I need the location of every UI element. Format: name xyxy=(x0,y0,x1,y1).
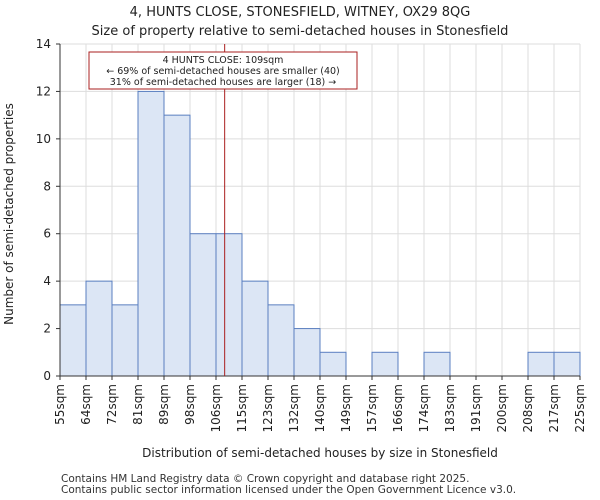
histogram-bar xyxy=(163,114,191,377)
histogram-bar xyxy=(137,90,165,377)
footer-line-2: Contains public sector information licen… xyxy=(61,484,517,496)
x-tick-label: 157sqm xyxy=(365,384,379,432)
annotation-line: 4 HUNTS CLOSE: 109sqm xyxy=(163,55,284,66)
chart-subtitle: Size of property relative to semi-detach… xyxy=(91,24,509,39)
x-tick-label: 225sqm xyxy=(573,384,587,432)
histogram-bar xyxy=(241,280,269,377)
histogram-bar xyxy=(85,280,113,377)
histogram-bar xyxy=(423,351,451,377)
histogram-bar xyxy=(371,351,399,377)
axes: 0 2 4 6 8 10 12 14 55sqm 64sqm 72sqm 81sqm 89sqm 98sq… xyxy=(36,37,587,432)
histogram-bar xyxy=(319,351,347,377)
bars xyxy=(59,90,581,377)
histogram-bar xyxy=(215,233,243,377)
y-tick-label: 6 xyxy=(43,227,51,241)
histogram-bar xyxy=(293,328,321,377)
y-tick-label: 10 xyxy=(36,132,51,146)
x-tick-label: 149sqm xyxy=(339,384,353,432)
footer-line-1: Contains HM Land Registry data © Crown c… xyxy=(61,473,470,485)
y-axis-label: Number of semi-detached properties xyxy=(2,103,16,325)
x-tick-label: 64sqm xyxy=(79,384,93,425)
histogram-bar xyxy=(111,304,139,377)
y-tick-label: 0 xyxy=(43,369,51,383)
annotation-box xyxy=(88,51,358,90)
grid-lines xyxy=(59,43,581,377)
histogram-bar xyxy=(59,304,87,377)
x-tick-label: 98sqm xyxy=(183,384,197,425)
chart-title: 4, HUNTS CLOSE, STONESFIELD, WITNEY, OX2… xyxy=(129,5,471,20)
x-tick-label: 106sqm xyxy=(209,384,223,432)
x-tick-label: 89sqm xyxy=(157,384,171,425)
marker: 4 HUNTS CLOSE: 109sqm← 69% of semi-detac… xyxy=(88,44,358,376)
x-tick-label: 217sqm xyxy=(547,384,561,432)
x-tick-label: 191sqm xyxy=(469,384,483,432)
x-axis-label: Distribution of semi-detached houses by … xyxy=(142,446,498,460)
y-tick-label: 14 xyxy=(36,37,51,51)
y-tick-label: 4 xyxy=(43,274,51,288)
histogram-bar xyxy=(267,304,295,377)
x-tick-label: 55sqm xyxy=(53,384,67,425)
annotation-line: ← 69% of semi-detached houses are smalle… xyxy=(106,66,340,77)
x-tick-label: 115sqm xyxy=(235,384,249,432)
y-tick-label: 2 xyxy=(43,322,51,336)
x-tick-label: 174sqm xyxy=(417,384,431,432)
x-tick-label: 200sqm xyxy=(495,384,509,432)
annotation-line: 31% of semi-detached houses are larger (… xyxy=(110,77,337,88)
x-tick-label: 132sqm xyxy=(287,384,301,432)
x-tick-label: 183sqm xyxy=(443,384,457,432)
x-tick-label: 140sqm xyxy=(313,384,327,432)
x-tick-label: 123sqm xyxy=(261,384,275,432)
y-tick-label: 12 xyxy=(36,84,51,98)
histogram-bar xyxy=(527,351,555,377)
x-tick-label: 72sqm xyxy=(105,384,119,425)
x-tick-label: 166sqm xyxy=(391,384,405,432)
x-tick-label: 81sqm xyxy=(131,384,145,425)
histogram-bar xyxy=(553,351,581,377)
y-tick-label: 8 xyxy=(43,179,51,193)
histogram-bar xyxy=(189,233,217,377)
x-tick-label: 208sqm xyxy=(521,384,535,432)
